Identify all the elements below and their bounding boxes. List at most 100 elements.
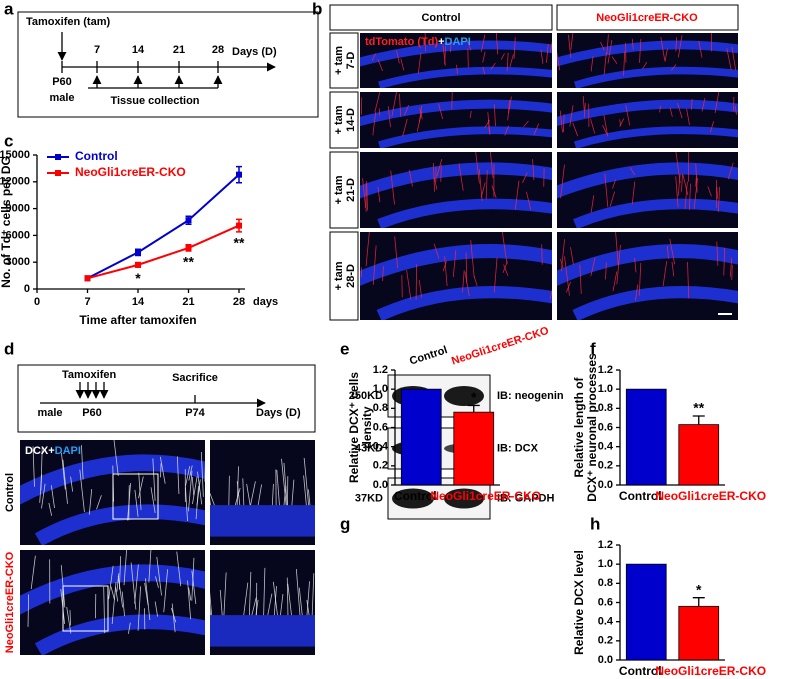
fiber xyxy=(634,257,637,273)
cell-layer xyxy=(34,614,205,655)
fiber xyxy=(550,40,552,53)
fiber xyxy=(176,551,182,587)
cell-layer xyxy=(360,244,552,286)
zoom-box xyxy=(112,473,159,520)
cell-layer xyxy=(210,615,315,647)
x-tick-label: NeoGli1creER-CKO xyxy=(430,489,541,503)
image-content xyxy=(210,567,315,647)
fiber xyxy=(541,244,543,265)
bar xyxy=(400,388,442,486)
fiber xyxy=(197,471,203,505)
fiber xyxy=(185,466,191,487)
fiber xyxy=(478,169,483,201)
fiber xyxy=(306,581,310,616)
micrograph xyxy=(360,152,552,228)
fiber xyxy=(493,104,496,127)
fiber xyxy=(513,37,516,59)
y-tick-label: 0.0 xyxy=(598,654,613,666)
cell-layer xyxy=(557,244,738,286)
fiber xyxy=(374,92,381,113)
fiber xyxy=(242,478,245,506)
y-tick-label: 0.4 xyxy=(598,616,614,628)
fiber xyxy=(382,266,384,282)
fiber xyxy=(134,564,139,604)
y-axis-label: density xyxy=(360,406,374,448)
timeline-title: Tamoxifen (tam) xyxy=(26,16,110,28)
fiber xyxy=(271,483,274,506)
fiber xyxy=(629,167,636,176)
fiber xyxy=(433,176,438,190)
y-tick-label: 0.0 xyxy=(373,479,388,491)
fiber xyxy=(287,583,292,616)
fiber xyxy=(308,489,311,506)
fiber xyxy=(96,495,102,510)
fiber xyxy=(377,59,383,72)
fiber xyxy=(40,447,43,491)
fiber xyxy=(228,475,230,506)
fiber xyxy=(416,111,423,132)
micrograph xyxy=(557,232,738,320)
fiber xyxy=(562,114,565,133)
fiber xyxy=(671,64,677,71)
fiber xyxy=(590,195,595,213)
row-label: 28-D xyxy=(345,264,357,288)
cell-layer xyxy=(557,99,738,127)
point xyxy=(236,222,242,229)
fiber xyxy=(669,107,673,117)
fiber xyxy=(118,556,122,590)
x-tick-label: 21 xyxy=(182,296,194,308)
row-label-box xyxy=(329,91,359,149)
fiber xyxy=(236,481,241,506)
bar xyxy=(678,424,720,486)
stain-part: DCX xyxy=(25,445,49,457)
legend-label: NeoGli1creER-CKO xyxy=(75,165,186,179)
fiber xyxy=(234,487,241,506)
point xyxy=(135,261,141,268)
y-tick-label: 12000 xyxy=(0,176,30,188)
fiber xyxy=(612,179,616,189)
fiber xyxy=(560,258,564,269)
fiber xyxy=(30,555,36,590)
fiber xyxy=(495,33,499,55)
y-axis-label: Relative DCX level xyxy=(572,550,586,655)
image-content xyxy=(360,92,552,148)
fiber xyxy=(433,243,440,259)
fiber xyxy=(418,280,422,298)
fiber xyxy=(176,456,180,494)
cell-layer xyxy=(557,162,738,199)
fiber xyxy=(473,276,478,287)
fiber xyxy=(111,582,117,625)
y-tick-label: 0.6 xyxy=(598,421,613,433)
fiber xyxy=(480,34,486,52)
cell-layer xyxy=(572,286,738,320)
day-label: 7 xyxy=(94,44,100,56)
fiber xyxy=(196,479,201,506)
y-tick-label: 15000 xyxy=(0,149,30,161)
fiber xyxy=(123,550,127,586)
fiber xyxy=(526,191,532,210)
x-tick-label: Control xyxy=(619,664,662,678)
panel-label: d xyxy=(4,339,14,358)
row-label: + tam xyxy=(333,46,345,75)
fiber xyxy=(532,159,535,181)
fiber xyxy=(160,463,162,478)
zoom-box xyxy=(62,585,109,632)
fiber xyxy=(714,92,720,114)
fiber xyxy=(734,106,737,115)
cell-layer xyxy=(378,66,552,88)
fiber xyxy=(311,573,315,616)
fiber xyxy=(185,487,188,522)
fiber xyxy=(108,565,114,600)
significance: * xyxy=(696,581,702,597)
fiber xyxy=(419,107,423,120)
stain-part: tdTomato (Td) xyxy=(365,36,438,48)
fiber xyxy=(191,476,195,496)
fiber xyxy=(603,52,607,75)
fiber xyxy=(682,174,689,196)
fiber xyxy=(110,586,115,600)
fiber xyxy=(569,105,574,127)
fiber xyxy=(557,51,561,71)
cell-layer xyxy=(360,99,552,127)
fiber xyxy=(50,485,55,509)
fiber xyxy=(540,49,544,64)
